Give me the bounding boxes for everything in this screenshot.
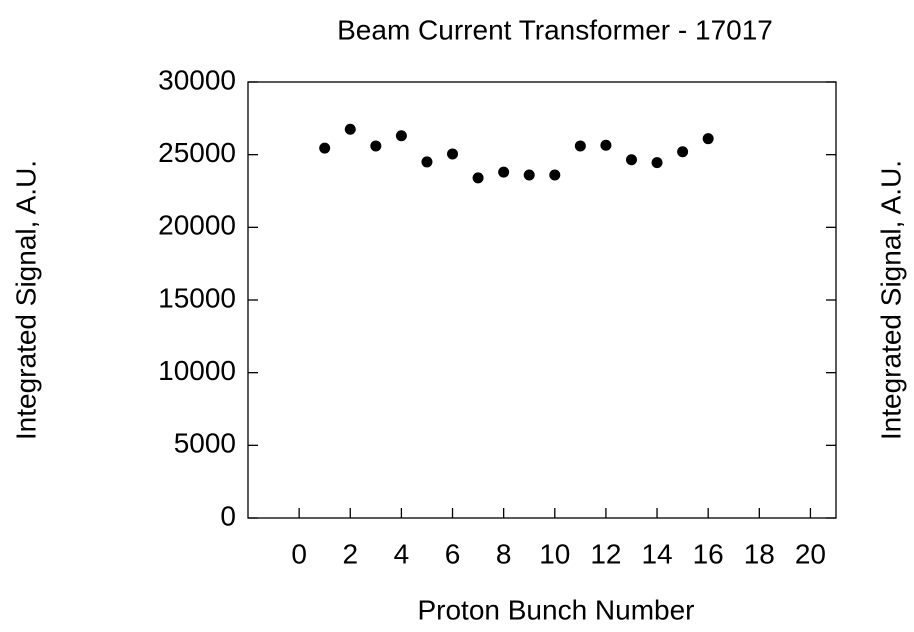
y-tick-label: 10000 bbox=[158, 355, 236, 386]
plot-frame bbox=[247, 81, 837, 519]
point bbox=[651, 157, 663, 169]
x-tick-label: 10 bbox=[539, 538, 570, 569]
point bbox=[472, 172, 484, 184]
x-tick-label: 2 bbox=[342, 538, 358, 569]
point bbox=[702, 133, 714, 145]
x-tick-label: 16 bbox=[693, 538, 724, 569]
point bbox=[574, 140, 586, 152]
point bbox=[447, 148, 459, 160]
x-tick-label: 8 bbox=[496, 538, 512, 569]
y-tick-label: 30000 bbox=[158, 64, 236, 95]
point bbox=[600, 139, 612, 151]
x-tick-label: 12 bbox=[590, 538, 621, 569]
point bbox=[677, 146, 689, 158]
point bbox=[319, 142, 331, 154]
point bbox=[370, 140, 382, 152]
y-axis-label: Integrated Signal, A.U. bbox=[10, 160, 41, 440]
y2-axis-label: Integrated Signal, A.U. bbox=[875, 160, 906, 440]
point bbox=[344, 123, 356, 135]
point bbox=[549, 169, 561, 181]
chart-title: Beam Current Transformer - 17017 bbox=[337, 14, 773, 45]
point bbox=[395, 130, 407, 142]
y-tick-label: 15000 bbox=[158, 282, 236, 313]
y-tick-label: 5000 bbox=[174, 428, 236, 459]
point bbox=[523, 169, 535, 181]
point bbox=[498, 166, 510, 178]
x-tick-label: 14 bbox=[641, 538, 672, 569]
point bbox=[625, 154, 637, 166]
x-tick-label: 6 bbox=[445, 538, 461, 569]
point bbox=[421, 156, 433, 168]
x-tick-label: 18 bbox=[744, 538, 775, 569]
x-tick-label: 0 bbox=[291, 538, 307, 569]
y-tick-label: 0 bbox=[220, 500, 236, 531]
x-tick-label: 20 bbox=[795, 538, 826, 569]
x-tick-label: 4 bbox=[394, 538, 410, 569]
y-tick-label: 25000 bbox=[158, 137, 236, 168]
y-tick-label: 20000 bbox=[158, 210, 236, 241]
x-axis-label: Proton Bunch Number bbox=[417, 594, 694, 625]
